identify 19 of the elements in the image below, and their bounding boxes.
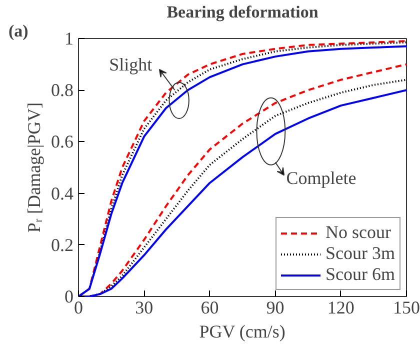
x-tick-label: 90 <box>266 298 284 318</box>
text: (a) <box>8 22 28 40</box>
x-tick-label: 30 <box>135 298 154 318</box>
y-axis-title: Pᵣ [Damage|PGV] <box>24 102 44 233</box>
y-tick-label: 0.4 <box>51 183 74 204</box>
chart-title: Bearing deformation <box>166 2 319 22</box>
y-tick-label: 0.6 <box>51 132 74 152</box>
y-tick-label: 1 <box>64 28 74 48</box>
x-axis-title: PGV (cm/s) <box>199 322 286 342</box>
annotation: Complete <box>286 168 356 188</box>
x-tick-label: 120 <box>327 298 354 318</box>
annotation: Slight <box>109 54 152 74</box>
legend-label: Scour 6m <box>326 264 395 285</box>
x-tick-label: 60 <box>200 298 219 318</box>
x-tick-label: 150 <box>393 298 420 318</box>
legend-label: No scour <box>326 222 391 243</box>
y-tick-label: 0.2 <box>51 234 74 255</box>
y-tick-label: 0.8 <box>51 80 74 100</box>
legend-label: Scour 3m <box>326 243 395 264</box>
